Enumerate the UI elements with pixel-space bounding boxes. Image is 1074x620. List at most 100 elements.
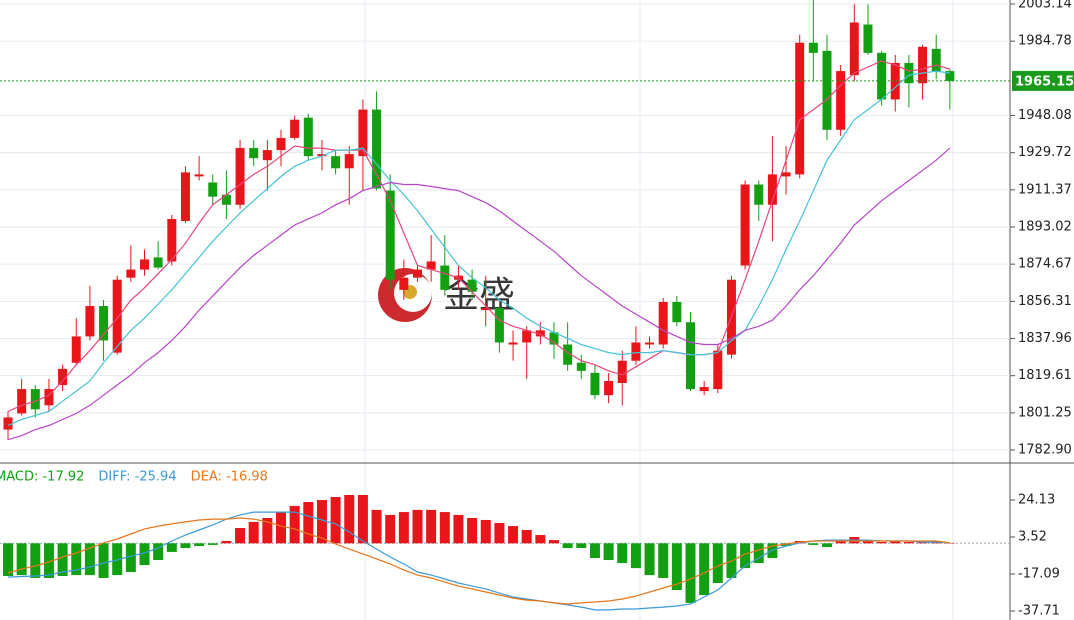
macd-bar: [289, 505, 300, 544]
macd-bar: [480, 519, 491, 544]
y-tick-label: 1984.78: [1018, 34, 1072, 49]
y-tick-label: 1819.61: [1018, 368, 1072, 383]
legend-entry: DEA: -16.98: [191, 470, 268, 485]
macd-bar: [385, 514, 396, 544]
macd-bar: [630, 543, 641, 569]
macd-bar: [699, 543, 710, 596]
macd-bar: [16, 543, 27, 576]
candle-body: [112, 279, 122, 353]
candle-body: [235, 148, 245, 205]
candle-body: [276, 137, 286, 151]
macd-bar: [398, 512, 409, 544]
macd-bar: [371, 509, 382, 544]
candle-body: [672, 301, 682, 323]
candle-body: [467, 279, 477, 292]
macd-line: [7, 511, 950, 611]
macd-bar: [153, 543, 164, 561]
macd-bar: [535, 535, 546, 544]
candle-body: [262, 150, 272, 161]
macd-bar: [262, 517, 273, 544]
candle-body: [645, 342, 655, 345]
candle-body: [754, 184, 764, 205]
macd-bar: [644, 543, 655, 576]
y-tick-label: 1856.31: [1018, 294, 1072, 309]
candle-body: [17, 389, 27, 414]
candle-body: [126, 269, 136, 278]
macd-bar: [412, 509, 423, 544]
macd-bar: [43, 543, 54, 578]
y-tick-label: 1874.67: [1018, 257, 1072, 272]
moving-average-line: [7, 147, 951, 441]
macd-bar: [221, 540, 232, 544]
candle-body: [413, 269, 422, 278]
macd-bar: [166, 543, 177, 552]
macd-bar: [494, 523, 505, 544]
macd-bar: [194, 543, 205, 547]
macd-bar: [603, 543, 614, 561]
candle-body: [508, 342, 518, 345]
candle-body: [617, 360, 627, 383]
macd-bar: [781, 543, 792, 547]
macd-bar: [521, 530, 532, 544]
candle-body: [303, 117, 313, 157]
macd-bar: [808, 543, 819, 545]
macd-bar: [84, 543, 95, 576]
macd-bar: [207, 543, 218, 545]
y-tick-label: 2003.14: [1018, 0, 1072, 11]
candle-body: [85, 306, 95, 337]
macd-bar: [112, 543, 123, 576]
candle-body: [740, 184, 750, 266]
legend-entry: DIFF: -25.94: [98, 470, 176, 485]
macd-bar: [508, 526, 519, 544]
macd-bar: [890, 540, 901, 544]
macd-bar: [753, 543, 764, 564]
candle-body: [931, 48, 941, 72]
candle-body: [535, 330, 545, 337]
macd-bar: [125, 543, 136, 573]
watermark-text: 金盛: [443, 275, 515, 316]
macd-bar: [658, 543, 669, 578]
macd-bar: [549, 540, 559, 544]
candle-body: [631, 342, 641, 361]
macd-bar: [862, 540, 873, 544]
candle-body: [71, 336, 81, 363]
macd-bar: [330, 496, 341, 544]
y-tick-label: -37.71: [1018, 604, 1060, 619]
candle-body: [890, 62, 900, 100]
y-tick-label: 1929.72: [1018, 145, 1072, 160]
candle-body: [822, 50, 832, 130]
y-tick-label: 24.13: [1018, 492, 1055, 507]
moving-average-line: [7, 60, 951, 412]
candle-body: [713, 350, 723, 390]
candle-body: [563, 344, 573, 365]
macd-bar: [426, 509, 437, 544]
macd-bar: [453, 514, 464, 544]
macd-bar: [71, 543, 82, 576]
candle-body: [836, 71, 846, 130]
candle-body: [877, 52, 887, 100]
macd-bar: [589, 543, 600, 559]
candle-body: [58, 368, 68, 386]
candle-body: [604, 380, 614, 396]
macd-bar: [139, 543, 150, 566]
candle-body: [808, 42, 818, 53]
macd-bar: [235, 528, 246, 544]
y-tick-label: 3.52: [1018, 529, 1047, 544]
macd-bar: [617, 543, 628, 564]
candle-body: [795, 42, 805, 175]
macd-bar: [344, 494, 355, 544]
candle-body: [99, 306, 109, 341]
candle-body: [180, 172, 190, 221]
y-tick-label: 1948.08: [1018, 108, 1072, 123]
macd-bar: [467, 517, 478, 544]
candle-body: [658, 301, 668, 345]
candle-body: [249, 148, 259, 159]
candle-body: [549, 332, 559, 345]
macd-bar: [740, 543, 751, 569]
candle-body: [167, 218, 177, 262]
candle-body: [849, 22, 859, 76]
candle-body: [945, 71, 955, 81]
macd-bar: [562, 543, 573, 548]
candle-body: [290, 119, 300, 138]
